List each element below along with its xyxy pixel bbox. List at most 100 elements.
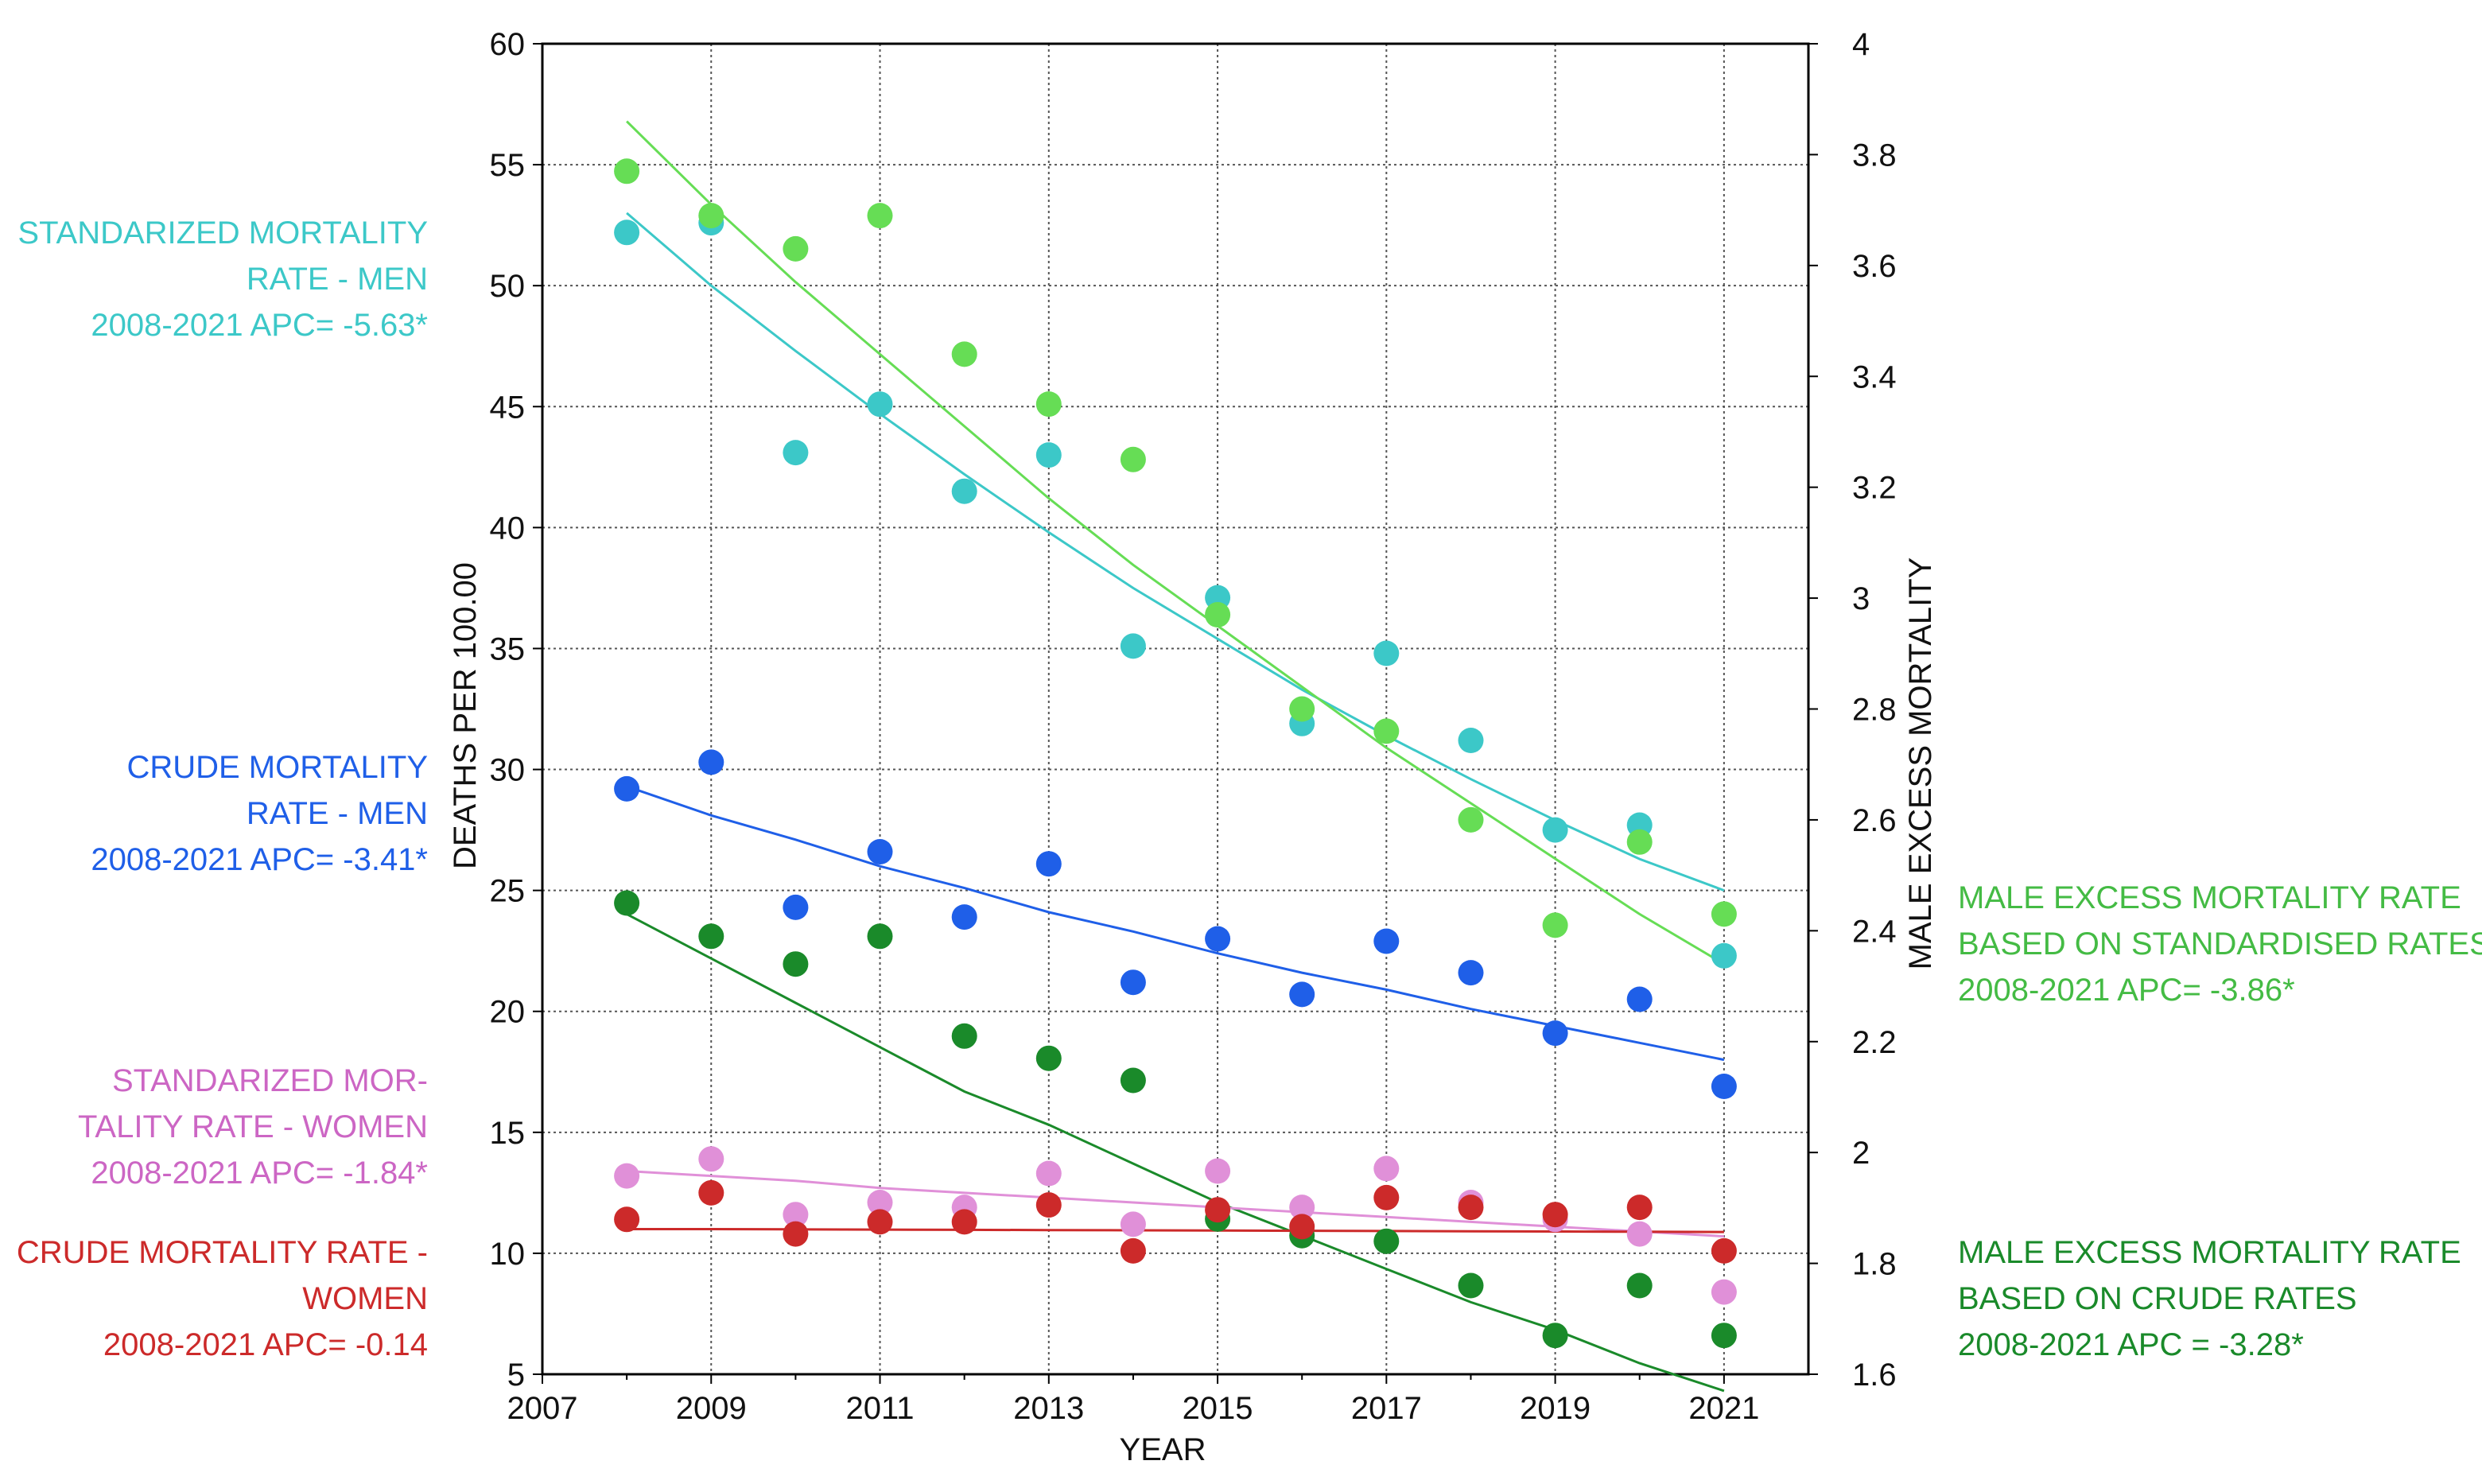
grid [542,44,1808,1374]
point-series-2 [1626,986,1653,1012]
label-line: BASED ON CRUDE RATES [1958,1281,2357,1316]
point-series-4 [1373,1156,1400,1182]
label-line: BASED ON STANDARDISED RATES [1958,927,2482,961]
y-axis-right: 1.6 1.8 2 2.2 2.4 2.6 2.8 3 3.2 3.4 3.6 3.8 4 [1808,27,1897,1393]
y-tick-label: 55 [490,148,526,183]
y2-tick-label: 3.2 [1852,471,1897,506]
point-series-1 [1205,602,1231,627]
point-series-2 [1458,960,1484,986]
point-series-3 [1120,1067,1146,1094]
label-line: 2008-2021 APC= -3.41* [91,842,428,877]
y-tick-label: 25 [490,874,526,909]
point-series-2 [867,839,893,864]
y2-axis-title: MALE EXCESS MORTALITY [1903,557,1938,970]
point-series-5 [1711,1237,1737,1264]
x-tick-label: 2017 [1351,1391,1422,1426]
point-series-3 [1035,1045,1062,1071]
y-tick-label: 40 [490,511,526,546]
x-tick-label: 2021 [1688,1391,1759,1426]
point-series-2 [1205,926,1231,952]
point-series-5 [1035,1192,1062,1218]
point-series-0 [614,219,640,246]
point-series-2 [1542,1020,1568,1047]
point-series-3 [1626,1272,1653,1299]
label-crude-women: CRUDE MORTALITY RATE - WOMEN 2008-2021 A… [14,1230,428,1368]
trend-line-series-4 [627,1170,1724,1238]
y-tick-label: 50 [490,269,526,304]
y2-tick-label: 3 [1852,581,1870,616]
point-series-2 [698,749,724,775]
point-series-1 [951,341,977,367]
y-axis-left: 5 10 15 20 25 30 35 40 45 50 55 60 [490,27,542,1393]
point-series-0 [1458,728,1484,753]
point-series-5 [698,1179,724,1206]
trend-line-series-3 [626,913,1725,1393]
label-line: 2008-2021 APC= -3.86* [1958,973,2295,1008]
label-line: RATE - MEN [246,262,428,297]
y-tick-label: 15 [490,1116,526,1151]
point-series-3 [951,1023,977,1049]
label-line: RATE - MEN [246,796,428,831]
point-series-0 [1711,942,1737,969]
label-excess-std: MALE EXCESS MORTALITY RATE BASED ON STAN… [1958,875,2482,1013]
point-series-0 [1373,640,1400,666]
trend-line-series-2 [626,785,1725,1062]
label-line: STANDARIZED MORTALITY [17,216,428,251]
point-series-4 [1711,1279,1737,1305]
x-axis-title: YEAR [1120,1432,1206,1467]
trend-line-series-0 [626,212,1725,892]
point-series-3 [1458,1272,1484,1299]
y2-tick-label: 1.8 [1852,1247,1897,1282]
point-series-2 [614,775,640,802]
point-series-5 [1458,1195,1484,1221]
label-line: CRUDE MORTALITY RATE - [16,1235,428,1270]
x-tick-label: 2015 [1183,1391,1253,1426]
point-series-5 [951,1209,977,1235]
point-series-3 [1373,1228,1400,1254]
point-series-0 [951,478,977,504]
point-series-3 [614,890,640,916]
y2-tick-label: 1.6 [1852,1358,1897,1393]
y2-tick-label: 2.6 [1852,803,1897,838]
point-series-1 [1711,901,1737,927]
point-series-2 [1373,928,1400,954]
y-axis-title: DEATHS PER 100.00 [448,562,483,869]
point-series-1 [1289,696,1315,722]
point-series-3 [1542,1323,1568,1349]
x-axis: 2007 2009 2011 2013 2015 2017 2019 2021 [507,1374,1759,1426]
y-tick-label: 30 [490,753,526,788]
y2-tick-label: 3.8 [1852,138,1897,173]
point-series-1 [1458,806,1484,833]
label-line: CRUDE MORTALITY [126,750,428,785]
label-std-women: STANDARIZED MOR- TALITY RATE - WOMEN 200… [14,1058,428,1196]
label-line: 2008-2021 APC = -3.28* [1958,1327,2304,1362]
x-tick-label: 2013 [1013,1391,1084,1426]
label-excess-crude: MALE EXCESS MORTALITY RATE BASED ON CRUD… [1958,1230,2482,1368]
plot-frame [541,42,1810,1376]
point-series-0 [1120,633,1146,659]
point-series-1 [783,235,809,262]
point-series-2 [1120,969,1146,996]
point-series-4 [614,1163,640,1189]
point-series-3 [698,923,724,950]
y2-tick-label: 2.4 [1852,914,1897,949]
label-line: MALE EXCESS MORTALITY RATE [1958,880,2461,915]
point-series-5 [1289,1214,1315,1240]
y-tick-label: 60 [490,27,526,62]
x-tick-label: 2011 [846,1391,915,1426]
y2-tick-label: 3.4 [1852,359,1897,394]
y-tick-label: 5 [507,1358,525,1393]
point-series-4 [783,1202,809,1228]
label-line: 2008-2021 APC= -0.14 [103,1327,428,1362]
point-series-4 [1626,1221,1653,1247]
point-series-4 [1035,1160,1062,1187]
point-series-0 [1035,442,1062,468]
point-series-1 [1542,912,1568,938]
point-series-1 [1373,718,1400,744]
point-series-2 [951,904,977,930]
trend-line-series-1 [626,120,1725,965]
point-series-2 [1711,1074,1737,1099]
y2-tick-label: 2.8 [1852,693,1897,728]
y2-tick-label: 2.2 [1852,1025,1897,1060]
